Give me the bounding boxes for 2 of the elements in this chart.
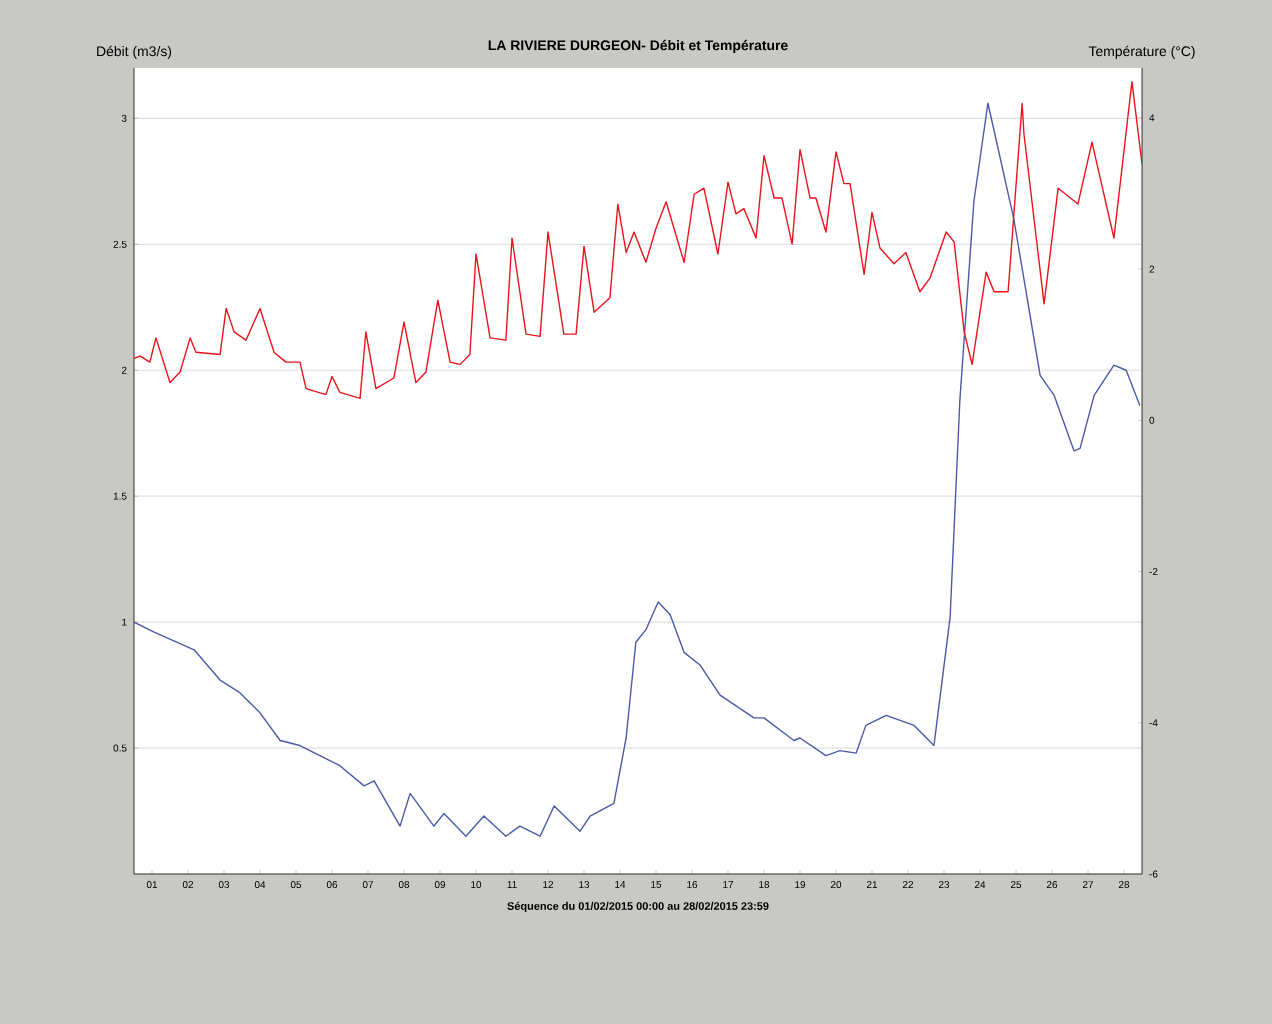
line-series <box>134 80 1143 400</box>
line-series <box>134 102 1141 837</box>
